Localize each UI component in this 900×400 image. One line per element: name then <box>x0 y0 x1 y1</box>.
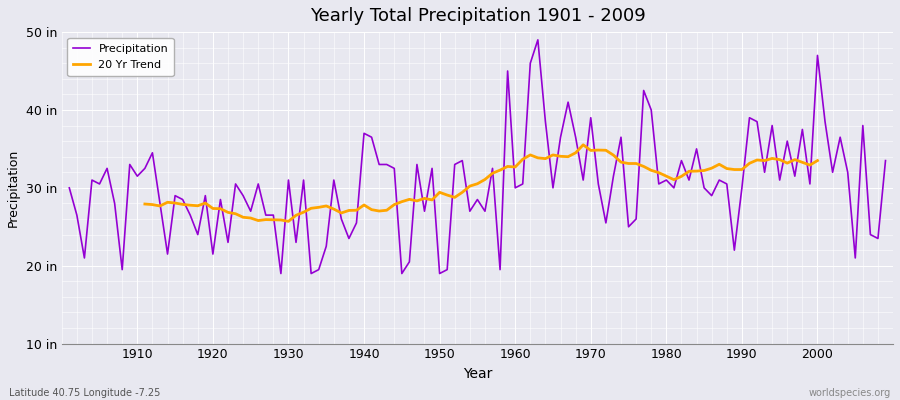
20 Yr Trend <box>623 161 634 166</box>
Y-axis label: Precipitation: Precipitation <box>7 149 20 227</box>
20 Yr Trend <box>351 208 362 213</box>
Precipitation <box>518 182 528 186</box>
Line: Precipitation: Precipitation <box>69 40 886 274</box>
Precipitation <box>275 271 286 276</box>
20 Yr Trend <box>284 219 294 224</box>
20 Yr Trend <box>729 167 740 172</box>
Precipitation <box>124 162 135 167</box>
20 Yr Trend <box>230 211 241 216</box>
Precipitation <box>880 158 891 163</box>
20 Yr Trend <box>578 142 589 147</box>
Legend: Precipitation, 20 Yr Trend: Precipitation, 20 Yr Trend <box>68 38 174 76</box>
Precipitation <box>344 236 355 241</box>
Precipitation <box>616 135 626 140</box>
Precipitation <box>533 38 544 42</box>
20 Yr Trend <box>714 162 724 167</box>
Title: Yearly Total Precipitation 1901 - 2009: Yearly Total Precipitation 1901 - 2009 <box>310 7 645 25</box>
Text: worldspecies.org: worldspecies.org <box>809 388 891 398</box>
20 Yr Trend <box>812 158 823 163</box>
Line: 20 Yr Trend: 20 Yr Trend <box>145 145 817 221</box>
X-axis label: Year: Year <box>463 367 492 381</box>
Precipitation <box>298 178 309 182</box>
Text: Latitude 40.75 Longitude -7.25: Latitude 40.75 Longitude -7.25 <box>9 388 160 398</box>
20 Yr Trend <box>140 202 150 206</box>
20 Yr Trend <box>797 160 808 165</box>
Precipitation <box>509 186 520 190</box>
Precipitation <box>64 186 75 190</box>
